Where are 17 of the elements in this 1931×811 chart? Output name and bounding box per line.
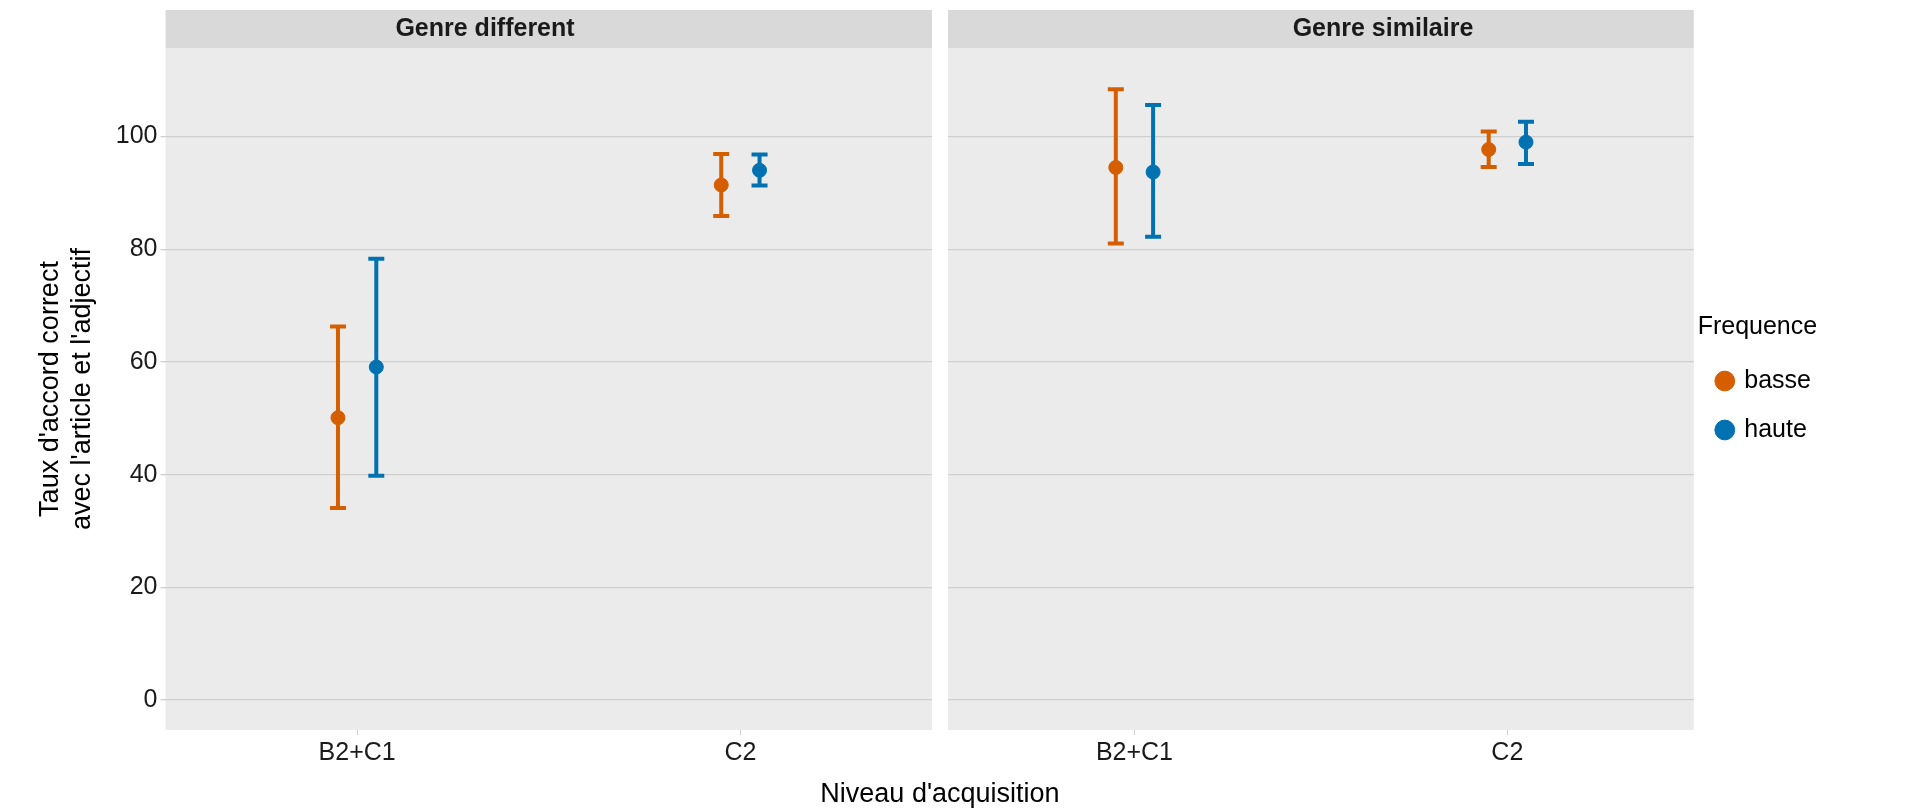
- x-tick-label: C2: [724, 736, 757, 765]
- x-tick-label: B2+C1: [318, 736, 396, 765]
- y-tick-label: 20: [129, 571, 158, 600]
- chart-title: Genre similaire: [1292, 12, 1474, 41]
- x-axis-title: Niveau d'acquisition: [819, 778, 1061, 809]
- y-axis-title: Taux d'accord correct avec l'article et l'adjectif: [33, 247, 97, 530]
- chart-title: Genre different: [395, 12, 576, 41]
- y-tick-label: 0: [143, 684, 158, 713]
- x-tick-label: C2: [1491, 736, 1524, 765]
- y-tick-label: 80: [129, 233, 158, 262]
- legend-label: haute: [1744, 413, 1807, 442]
- x-tick-label: B2+C1: [1095, 736, 1174, 765]
- y-tick-label: 100: [115, 120, 158, 149]
- legend-title: Frequence: [1697, 310, 1818, 339]
- legend-label: basse: [1744, 364, 1812, 393]
- y-tick-label: 40: [129, 458, 158, 487]
- y-tick-label: 60: [129, 345, 158, 374]
